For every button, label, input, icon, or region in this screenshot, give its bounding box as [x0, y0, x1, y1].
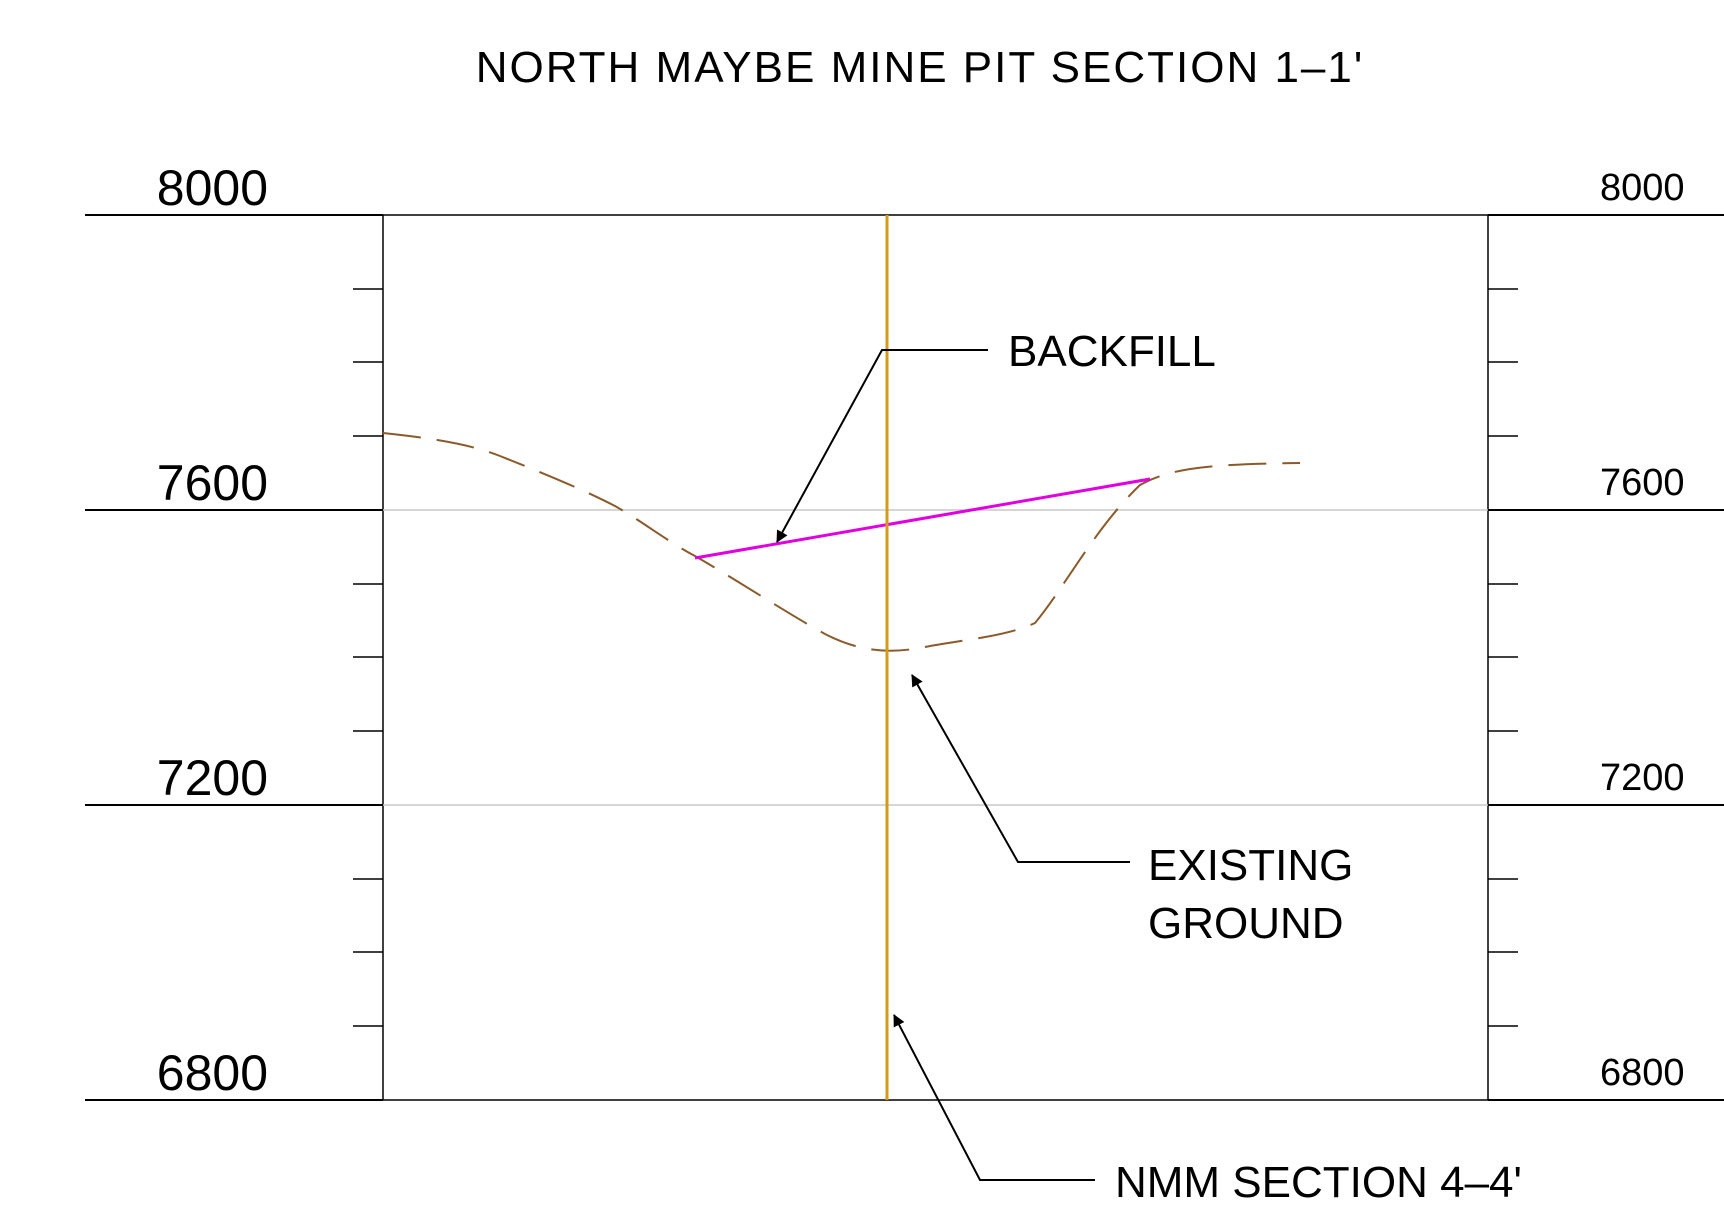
left-elevation-label-7200: 7200: [157, 750, 268, 806]
section-frame: [382, 214, 1489, 1101]
existing-ground-profile: [382, 432, 1301, 652]
right-minor-ticks: [1488, 288, 1518, 1027]
existing-ground-label-line2: GROUND: [1148, 899, 1344, 948]
existing-ground-leader: [911, 674, 1130, 863]
left-elevation-label-6800: 6800: [157, 1045, 268, 1101]
nmm-section-leader: [893, 1014, 1095, 1181]
right-elevation-label-8000: 8000: [1600, 167, 1685, 209]
right-elevation-label-7200: 7200: [1600, 757, 1685, 799]
existing-ground-label-line1: EXISTING: [1148, 841, 1353, 890]
right-elevation-label-7600: 7600: [1600, 462, 1685, 504]
left-elevation-label-8000: 8000: [157, 160, 268, 216]
drawing-title: NORTH MAYBE MINE PIT SECTION 1–1': [476, 43, 1365, 92]
right-elevation-label-6800: 6800: [1600, 1052, 1685, 1094]
left-minor-ticks: [353, 288, 383, 1027]
backfill-label: BACKFILL: [1008, 327, 1216, 376]
left-elevation-label-7600: 7600: [157, 455, 268, 511]
nmm-section-label: NMM SECTION 4–4': [1115, 1158, 1522, 1207]
backfill-leader: [776, 349, 988, 543]
backfill-line: [694, 477, 1151, 560]
